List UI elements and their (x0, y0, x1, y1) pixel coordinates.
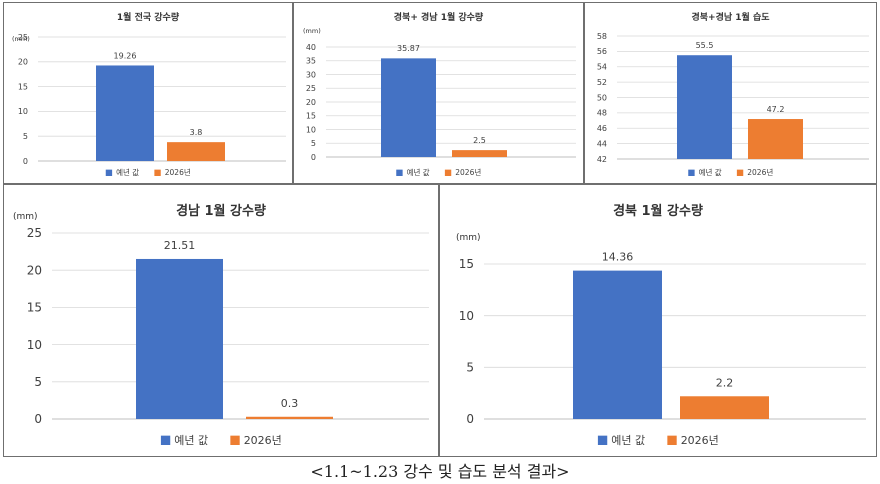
data-label: 2.2 (716, 376, 734, 389)
bar-normal (677, 55, 732, 159)
chart-title: 1월 전국 강수량 (117, 11, 180, 23)
legend-swatch-normal (688, 169, 695, 176)
data-label: 14.36 (602, 251, 634, 264)
bar-2026 (680, 396, 769, 419)
chart-title: 경북+ 경남 1월 강수량 (394, 11, 484, 23)
chart-panel-gyeongbuk-gyeongnam-precip: 경북+ 경남 1월 강수량 (mm) 0 5 10 15 20 25 30 35 40 35.87 2.… (293, 2, 584, 184)
y-tick-label: 15 (18, 82, 28, 91)
y-tick-label: 56 (597, 47, 607, 56)
legend-label-2026: 2026년 (244, 434, 282, 447)
y-tick-label: 30 (306, 70, 316, 79)
legend-swatch-2026 (230, 435, 240, 445)
y-tick-label: 5 (23, 132, 28, 141)
unit-label: (mm) (303, 27, 321, 35)
y-tick-label: 20 (18, 58, 28, 67)
data-label: 3.8 (190, 128, 203, 137)
y-tick-label: 20 (306, 98, 316, 107)
data-label: 19.26 (114, 51, 137, 60)
y-tick-label: 15 (27, 301, 42, 315)
chart-title: 경북+경남 1월 습도 (691, 11, 770, 23)
y-tick-label: 44 (597, 139, 607, 148)
y-tick-label: 25 (18, 33, 28, 42)
legend-label-normal: 예년 값 (699, 167, 722, 177)
y-tick-label: 5 (466, 361, 474, 375)
unit-label: (mm) (456, 233, 481, 243)
y-tick-label: 0 (311, 153, 316, 162)
y-tick-label: 58 (597, 32, 607, 41)
legend-swatch-normal (160, 435, 171, 445)
y-tick-label: 10 (27, 338, 42, 352)
bar-2026 (167, 142, 225, 161)
legend-label-normal: 예년 값 (174, 434, 208, 447)
legend-label-2026: 2026년 (747, 167, 773, 177)
y-tick-label: 46 (597, 124, 607, 133)
legend-swatch-2026 (444, 169, 452, 176)
chart-svg: 1월 전국 강수량 (mm) 0 5 10 15 20 25 19.26 3.8 예년 값 2026년 (12, 11, 286, 177)
legend-swatch-2026 (154, 169, 161, 176)
legend-swatch-normal (105, 169, 113, 176)
y-tick-label: 0 (34, 412, 42, 426)
chart-panel-gyeongnam-precip: 경남 1월 강수량 (mm) 0 5 10 15 20 25 21.51 0.3 예년 값 2026년 (3, 184, 439, 457)
y-tick-label: 15 (459, 257, 474, 271)
y-tick-label: 54 (597, 63, 607, 72)
y-tick-label: 20 (27, 263, 42, 277)
legend-label-normal: 예년 값 (611, 434, 645, 447)
y-tick-label: 48 (597, 109, 607, 118)
legend-swatch-normal (396, 169, 403, 176)
y-tick-label: 35 (306, 57, 316, 66)
legend-swatch-2026 (667, 435, 677, 445)
legend-label-2026: 2026년 (455, 167, 481, 177)
bar-2026 (246, 416, 333, 419)
data-label: 2.5 (473, 136, 486, 145)
y-tick-label: 25 (306, 84, 316, 93)
unit-label: (mm) (13, 212, 38, 222)
y-tick-label: 42 (597, 155, 607, 164)
chart-panel-gyeongbuk-precip: 경북 1월 강수량 (mm) 0 5 10 15 14.36 2.2 예년 값 2026년 (439, 184, 877, 457)
chart-title: 경북 1월 강수량 (613, 203, 703, 219)
bar-normal (573, 270, 662, 419)
chart-panel-national-precip: 1월 전국 강수량 (mm) 0 5 10 15 20 25 19.26 3.8 예년 값 2026년 (3, 2, 293, 184)
chart-svg: 경북+ 경남 1월 강수량 (mm) 0 5 10 15 20 25 30 35 40 35.87 2.… (303, 11, 576, 177)
bar-normal (381, 58, 436, 157)
bar-normal (96, 65, 154, 161)
chart-panel-gyeongbuk-gyeongnam-humidity: 경북+경남 1월 습도 42 44 46 48 50 52 54 56 58 55.5 47.2 예년 … (584, 2, 877, 184)
legend-swatch-normal (597, 435, 608, 445)
y-tick-label: 52 (597, 78, 607, 87)
y-tick-label: 5 (311, 139, 316, 148)
y-tick-label: 50 (597, 93, 607, 102)
y-tick-label: 25 (27, 226, 42, 240)
bar-2026 (748, 119, 803, 159)
legend-label-2026: 2026년 (165, 167, 191, 177)
bar-2026 (452, 150, 507, 157)
bar-normal (136, 258, 223, 419)
legend-swatch-2026 (736, 169, 744, 176)
legend-label-2026: 2026년 (681, 434, 719, 447)
y-tick-label: 0 (466, 412, 474, 426)
data-label: 55.5 (696, 41, 714, 50)
legend-label-normal: 예년 값 (407, 167, 430, 177)
y-tick-label: 0 (23, 157, 28, 166)
chart-svg: 경북 1월 강수량 (mm) 0 5 10 15 14.36 2.2 예년 값 2026년 (456, 203, 866, 447)
unit-label: (mm) (12, 35, 30, 43)
y-tick-label: 40 (306, 43, 316, 52)
chart-svg: 경북+경남 1월 습도 42 44 46 48 50 52 54 56 58 55.5 47.2 예년 … (597, 11, 869, 177)
chart-title: 경남 1월 강수량 (176, 203, 266, 219)
figure-caption: <1.1~1.23 강수 및 습도 분석 결과> (310, 462, 570, 481)
y-tick-label: 5 (34, 375, 42, 389)
y-tick-label: 10 (306, 125, 316, 134)
data-label: 0.3 (281, 397, 299, 410)
data-label: 35.87 (397, 44, 420, 53)
y-tick-label: 10 (459, 309, 474, 323)
y-tick-label: 15 (306, 112, 316, 121)
chart-svg: 경남 1월 강수량 (mm) 0 5 10 15 20 25 21.51 0.3 예년 값 2026년 (13, 203, 429, 447)
y-tick-label: 10 (18, 107, 28, 116)
legend-label-normal: 예년 값 (116, 167, 139, 177)
data-label: 21.51 (164, 239, 196, 252)
data-label: 47.2 (767, 105, 785, 114)
